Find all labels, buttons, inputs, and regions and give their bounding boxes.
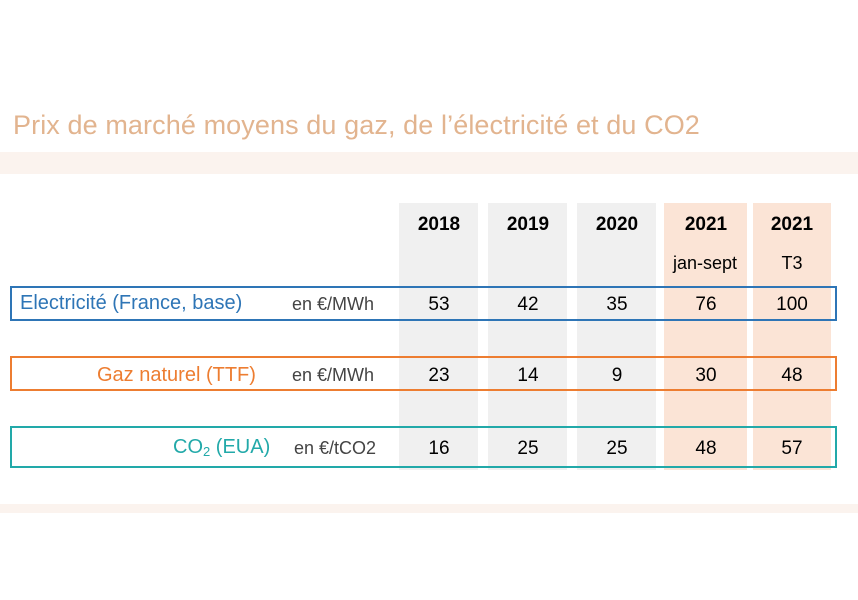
row-label-co2: CO2 (EUA) <box>173 436 270 459</box>
cell-co2-2021-jan-sept: 48 <box>695 438 717 459</box>
column-header-2021-a: 2021 <box>684 214 728 235</box>
column-bg-2020 <box>577 203 656 470</box>
column-bg-2021-t3 <box>753 203 831 470</box>
cell-gas-2018: 23 <box>428 365 450 386</box>
bottom-divider-band <box>0 504 858 513</box>
row-label-co2-rest: (EUA) <box>210 436 271 458</box>
cell-electricity-2020: 35 <box>606 294 628 315</box>
column-subheader-t3: T3 <box>781 253 803 273</box>
cell-gas-2021-t3: 48 <box>781 365 803 386</box>
column-bg-2019 <box>488 203 567 470</box>
column-bg-2021-jan-sept <box>664 203 747 470</box>
column-header-2018: 2018 <box>417 214 461 235</box>
cell-gas-2019: 14 <box>517 365 539 386</box>
row-label-electricity: Electricité (France, base) <box>20 292 243 314</box>
row-unit-gas: en €/MWh <box>292 365 375 385</box>
column-subheader-jan-sept: jan-sept <box>672 253 738 273</box>
cell-co2-2019: 25 <box>517 438 539 459</box>
cell-electricity-2018: 53 <box>428 294 450 315</box>
row-label-gas: Gaz naturel (TTF) <box>97 364 256 386</box>
cell-co2-2018: 16 <box>428 438 450 459</box>
cell-electricity-2021-t3: 100 <box>776 294 808 315</box>
row-label-co2-main: CO <box>173 436 203 458</box>
row-electricity <box>10 286 837 321</box>
cell-co2-2021-t3: 57 <box>781 438 803 459</box>
top-divider-band <box>0 152 858 174</box>
column-header-2019: 2019 <box>506 214 550 235</box>
row-gas <box>10 356 837 391</box>
row-unit-electricity: en €/MWh <box>292 294 375 314</box>
cell-gas-2021-jan-sept: 30 <box>695 365 717 386</box>
column-bg-2018 <box>399 203 478 470</box>
page-title: Prix de marché moyens du gaz, de l’élect… <box>13 110 700 140</box>
row-unit-co2: en €/tCO2 <box>294 438 377 458</box>
cell-gas-2020: 9 <box>611 365 623 386</box>
cell-electricity-2021-jan-sept: 76 <box>695 294 717 315</box>
cell-co2-2020: 25 <box>606 438 628 459</box>
column-header-2020: 2020 <box>595 214 639 235</box>
row-label-co2-subscript: 2 <box>203 444 211 459</box>
column-header-2021-b: 2021 <box>770 214 814 235</box>
cell-electricity-2019: 42 <box>517 294 539 315</box>
row-co2 <box>10 426 837 468</box>
